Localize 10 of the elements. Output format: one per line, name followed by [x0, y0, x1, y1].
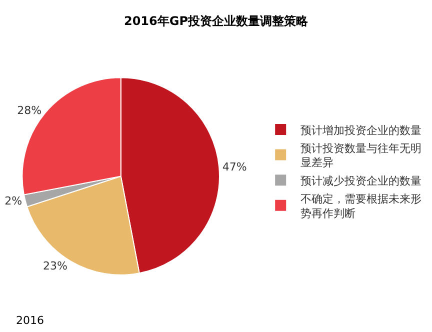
legend-label: 不确定，需要根据未来形势再作判断 [300, 192, 422, 220]
data-label: 28% [17, 104, 42, 118]
data-label: 2% [4, 194, 22, 208]
data-label: 47% [222, 160, 247, 174]
legend-label: 预计增加投资企业的数量 [300, 124, 422, 137]
chart-title: 2016年GP投资企业数量调整策略 [124, 14, 310, 28]
text: 2016 [16, 314, 44, 327]
legend-label: 预计投资数量与往年无明显差异 [300, 142, 422, 170]
legend-label: 预计减少投资企业的数量 [300, 174, 422, 188]
data-label: 23% [42, 259, 68, 272]
